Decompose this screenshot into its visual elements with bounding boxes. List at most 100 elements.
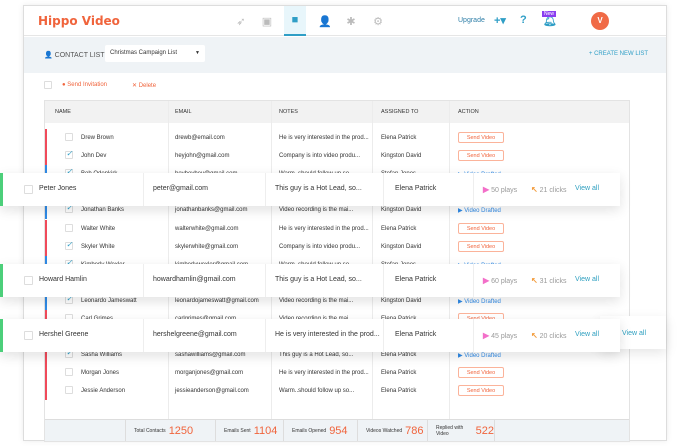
table-row[interactable]: Skyler White skylerwhite@gmail.com Compa… [45, 237, 629, 256]
stats-footer: Total Contacts 1250 Emails Sent 1104 Email… [45, 419, 629, 441]
contact-email: peter@gmail.com [153, 185, 208, 192]
contact-email: jonathanbanks@gmail.com [175, 207, 248, 214]
contact-assigned: Kingston David [381, 207, 422, 214]
send-video-button[interactable]: Send Video [458, 150, 504, 162]
contact-name: Skyler White [81, 243, 115, 250]
contact-notes: This guy is a Hot Lead, so... [279, 352, 354, 359]
play-icon: ▶ [483, 331, 490, 340]
contact-notes: Company is into video produ... [279, 243, 361, 250]
send-video-button[interactable]: Send Video [458, 132, 504, 143]
view-all-link[interactable]: View all [575, 185, 599, 192]
contact-list-select[interactable]: Christmas Campaign List ▼ [105, 45, 205, 62]
gear-icon[interactable]: ⚙ [373, 15, 383, 28]
row-checkbox[interactable] [65, 368, 73, 377]
stat-emails-opened: Emails Opened 954 [283, 420, 348, 441]
contact-name: Jonathan Banks [81, 207, 125, 214]
highlighted-contact-row[interactable]: Howard Hamlin howardhamlin@gmail.com Thi… [0, 264, 620, 297]
new-badge: New [542, 11, 557, 17]
users-icon[interactable]: 👤 [318, 15, 332, 28]
bell-icon[interactable]: 🔔︎ [543, 15, 557, 27]
row-checkbox[interactable] [24, 276, 33, 285]
help-icon[interactable]: ? [520, 14, 527, 26]
table-row[interactable]: Drew Brown drewb@email.com He is very in… [45, 129, 629, 147]
clicks-count: ↖ 20 clicks [531, 331, 567, 340]
view-all-link[interactable]: View all [575, 331, 599, 338]
video-drafted-link[interactable]: ▶ Video Drafted [458, 208, 501, 215]
table-header: NAME EMAIL NOTES ASSIGNED TO ACTION [45, 101, 629, 123]
play-icon: ▶ [483, 276, 490, 285]
contact-name: Howard Hamlin [39, 276, 87, 283]
contact-assigned: Kingston David [381, 243, 422, 250]
logo[interactable]: Hippo Video [38, 14, 120, 28]
delete-label: Delete [138, 83, 157, 89]
row-checkbox[interactable] [65, 133, 73, 141]
row-checkbox[interactable] [65, 294, 73, 304]
contact-assigned: Elena Patrick [381, 225, 417, 232]
status-bar [45, 364, 47, 383]
row-checkbox[interactable] [24, 185, 33, 194]
view-all-link[interactable]: View all [575, 276, 599, 283]
puzzle-icon[interactable]: ✱ [346, 15, 356, 28]
row-checkbox[interactable] [65, 386, 73, 395]
header-email[interactable]: EMAIL [175, 109, 192, 115]
video-drafted-link[interactable]: ▶ Video Drafted [458, 298, 501, 305]
clicks-count: ↖ 31 clicks [531, 276, 567, 285]
contact-list-text: CONTACT LIST [54, 52, 105, 59]
add-icon[interactable]: +▾ [494, 15, 506, 27]
status-bar [45, 382, 47, 401]
contact-notes: He is very interested in the prod... [279, 370, 369, 377]
table-row[interactable]: Leonardo Jameswatt leonardojameswatt@gma… [45, 291, 629, 310]
contact-assigned: Kingston David [381, 297, 422, 304]
table-row[interactable]: Jessie Anderson jessieanderson@gmail.com… [45, 382, 629, 401]
contact-name: John Dev [81, 153, 107, 160]
table-row[interactable]: Walter White walterwhite@gmail.com He is… [45, 219, 629, 238]
send-video-button[interactable]: Send Video [458, 367, 504, 379]
header-action[interactable]: ACTION [458, 109, 479, 115]
page-icon[interactable]: ▣ [261, 15, 273, 28]
row-checkbox[interactable] [65, 240, 73, 250]
status-bar [45, 291, 47, 310]
table-row[interactable]: John Dev heyjohn@gmail.com Company is in… [45, 147, 629, 166]
video-icon[interactable]: ■ [284, 6, 306, 36]
contact-assigned: Elena Patrick [395, 276, 437, 283]
plays-count: ▶ 60 plays [483, 276, 518, 285]
caret-down-icon: ▼ [195, 50, 200, 56]
send-video-button[interactable]: Send Video [458, 385, 504, 397]
delete-button[interactable]: ✕ Delete [132, 83, 157, 89]
contact-notes: Company is into video produ... [279, 153, 361, 160]
plays-count: ▶ 45 plays [483, 331, 518, 340]
upgrade-link[interactable]: Upgrade [458, 17, 485, 24]
avatar[interactable]: V [591, 12, 609, 30]
contact-name: Drew Brown [81, 135, 114, 141]
contact-assigned: Kingston David [381, 153, 422, 160]
send-invitation-button[interactable]: ● Send Invitation [62, 82, 107, 88]
row-checkbox[interactable] [24, 331, 33, 340]
send-invitation-label: Send Invitation [67, 82, 107, 88]
video-drafted-link[interactable]: ▶ Video Drafted [458, 353, 501, 360]
row-checkbox[interactable] [65, 203, 73, 214]
highlighted-contact-row[interactable]: Peter Jones peter@gmail.com This guy is … [0, 173, 620, 206]
contact-assigned: Elena Patrick [381, 370, 417, 377]
select-all-checkbox[interactable] [44, 81, 52, 89]
contact-email: jessieanderson@gmail.com [175, 388, 249, 395]
contact-name: Morgan Jones [81, 370, 120, 377]
row-checkbox[interactable] [65, 223, 73, 232]
highlighted-contact-row[interactable]: Hershel Greene hershelgreene@gmail.com H… [0, 319, 620, 352]
rocket-icon[interactable]: ➶ [236, 15, 246, 28]
cursor-click-icon: ↖ [531, 331, 538, 340]
app-window: Hippo Video ➶ ▣ ■ 👤 ✱ ⚙ Upgrade +▾ ? 🔔︎ … [23, 5, 667, 442]
send-video-button[interactable]: Send Video [458, 222, 504, 234]
create-new-list-button[interactable]: + CREATE NEW LIST [588, 51, 648, 57]
contact-assigned: Elena Patrick [381, 352, 417, 359]
table-row[interactable]: Jonathan Banks jonathanbanks@gmail.com V… [45, 201, 629, 220]
contact-list-bar: 👤 CONTACT LIST Christmas Campaign List ▼ … [24, 37, 666, 73]
table-row[interactable]: Sasha Williams sashawilliams@gmail.com T… [45, 346, 629, 365]
header-notes[interactable]: NOTES [279, 109, 298, 115]
header-assigned[interactable]: ASSIGNED TO [381, 109, 419, 115]
view-all-link[interactable]: View all [622, 330, 646, 337]
contact-name: Walter White [81, 225, 116, 232]
send-video-button[interactable]: Send Video [458, 240, 504, 252]
row-checkbox[interactable] [65, 149, 73, 160]
header-name[interactable]: NAME [55, 109, 71, 115]
table-row[interactable]: Morgan Jones morganjones@gmail.com He is… [45, 364, 629, 383]
